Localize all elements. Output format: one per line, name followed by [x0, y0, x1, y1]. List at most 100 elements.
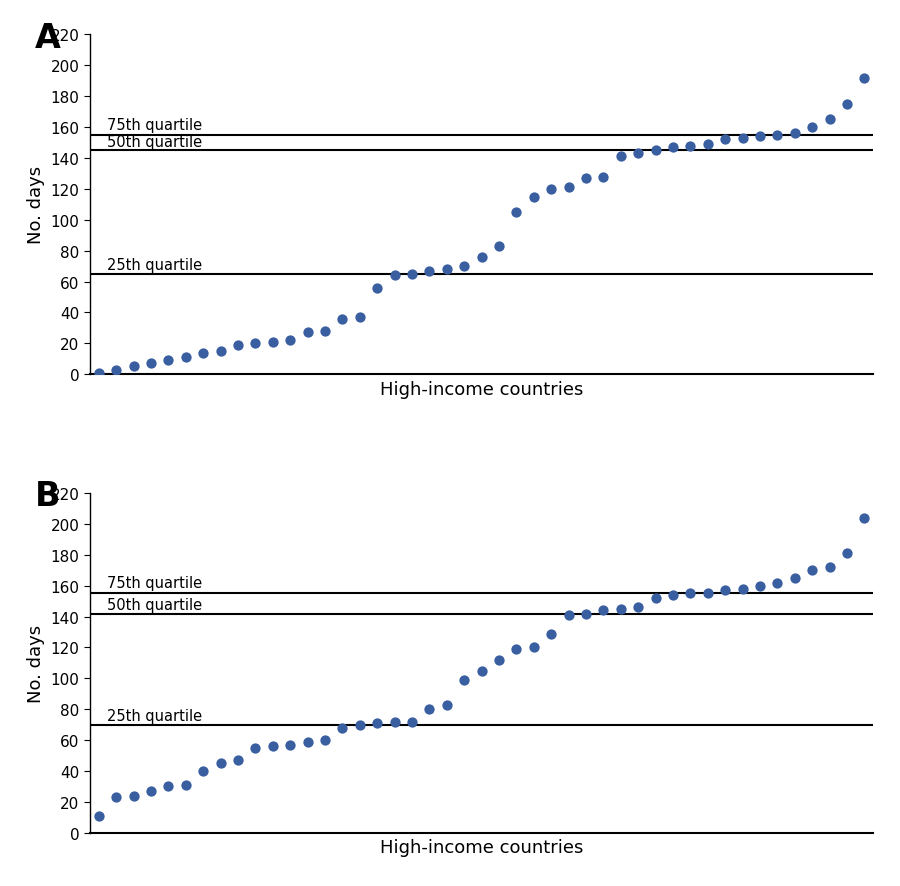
- Point: [178, 351, 193, 365]
- Point: [562, 609, 576, 623]
- Point: [370, 281, 384, 295]
- Point: [457, 673, 472, 688]
- Point: [109, 363, 123, 377]
- Point: [596, 603, 610, 618]
- Point: [614, 602, 628, 617]
- Point: [213, 345, 228, 359]
- Point: [230, 338, 245, 353]
- Point: [857, 72, 871, 86]
- Point: [683, 139, 698, 153]
- X-axis label: High-income countries: High-income countries: [380, 838, 583, 857]
- Text: 25th quartile: 25th quartile: [107, 258, 202, 273]
- Point: [666, 141, 680, 155]
- Point: [752, 579, 767, 593]
- Point: [283, 738, 297, 752]
- Point: [196, 764, 211, 778]
- Point: [353, 718, 367, 732]
- Point: [840, 547, 854, 561]
- Point: [474, 251, 489, 265]
- Point: [439, 698, 454, 712]
- Point: [126, 360, 140, 374]
- Point: [857, 511, 871, 525]
- Point: [770, 576, 785, 590]
- Point: [422, 703, 436, 717]
- Point: [301, 326, 315, 340]
- Point: [544, 183, 558, 197]
- Text: B: B: [35, 480, 60, 513]
- Point: [509, 206, 524, 220]
- Text: 50th quartile: 50th quartile: [107, 597, 202, 612]
- Point: [631, 601, 645, 615]
- Point: [526, 190, 541, 205]
- Point: [387, 715, 401, 729]
- Point: [283, 334, 297, 348]
- Point: [648, 591, 662, 605]
- Point: [544, 626, 558, 641]
- Point: [422, 264, 436, 278]
- Text: 75th quartile: 75th quartile: [107, 576, 202, 591]
- Point: [109, 790, 123, 804]
- Point: [666, 588, 680, 602]
- Point: [770, 128, 785, 143]
- Text: 75th quartile: 75th quartile: [107, 118, 202, 133]
- Text: 50th quartile: 50th quartile: [107, 135, 202, 150]
- Point: [788, 127, 802, 141]
- Point: [370, 716, 384, 730]
- Point: [788, 571, 802, 586]
- Point: [144, 784, 158, 798]
- Point: [509, 642, 524, 657]
- Point: [213, 757, 228, 771]
- X-axis label: High-income countries: High-income countries: [380, 380, 583, 399]
- Y-axis label: No. days: No. days: [27, 624, 45, 703]
- Point: [805, 120, 819, 135]
- Point: [248, 337, 263, 351]
- Point: [579, 607, 593, 621]
- Point: [840, 97, 854, 112]
- Point: [301, 734, 315, 749]
- Point: [335, 721, 349, 735]
- Point: [353, 311, 367, 325]
- Point: [196, 346, 211, 361]
- Point: [805, 563, 819, 578]
- Point: [526, 641, 541, 655]
- Point: [266, 740, 280, 754]
- Point: [823, 113, 837, 128]
- Point: [335, 312, 349, 326]
- Point: [596, 170, 610, 184]
- Point: [318, 324, 332, 338]
- Point: [248, 741, 263, 755]
- Text: A: A: [35, 22, 61, 55]
- Point: [230, 753, 245, 767]
- Point: [683, 587, 698, 601]
- Point: [823, 561, 837, 575]
- Point: [178, 778, 193, 792]
- Point: [405, 715, 419, 729]
- Point: [562, 181, 576, 195]
- Point: [266, 335, 280, 349]
- Text: 25th quartile: 25th quartile: [107, 708, 202, 723]
- Point: [92, 366, 106, 380]
- Point: [491, 653, 506, 667]
- Point: [648, 144, 662, 159]
- Point: [752, 130, 767, 144]
- Point: [735, 582, 750, 596]
- Point: [491, 239, 506, 253]
- Point: [614, 151, 628, 165]
- Point: [700, 587, 715, 601]
- Point: [457, 260, 472, 274]
- Point: [579, 172, 593, 186]
- Point: [387, 269, 401, 284]
- Point: [631, 147, 645, 161]
- Point: [718, 133, 733, 147]
- Point: [92, 809, 106, 823]
- Y-axis label: No. days: No. days: [27, 166, 45, 245]
- Point: [318, 734, 332, 748]
- Point: [474, 664, 489, 678]
- Point: [161, 354, 176, 368]
- Point: [144, 357, 158, 371]
- Point: [700, 138, 715, 152]
- Point: [126, 789, 140, 803]
- Point: [161, 780, 176, 794]
- Point: [405, 268, 419, 282]
- Point: [718, 584, 733, 598]
